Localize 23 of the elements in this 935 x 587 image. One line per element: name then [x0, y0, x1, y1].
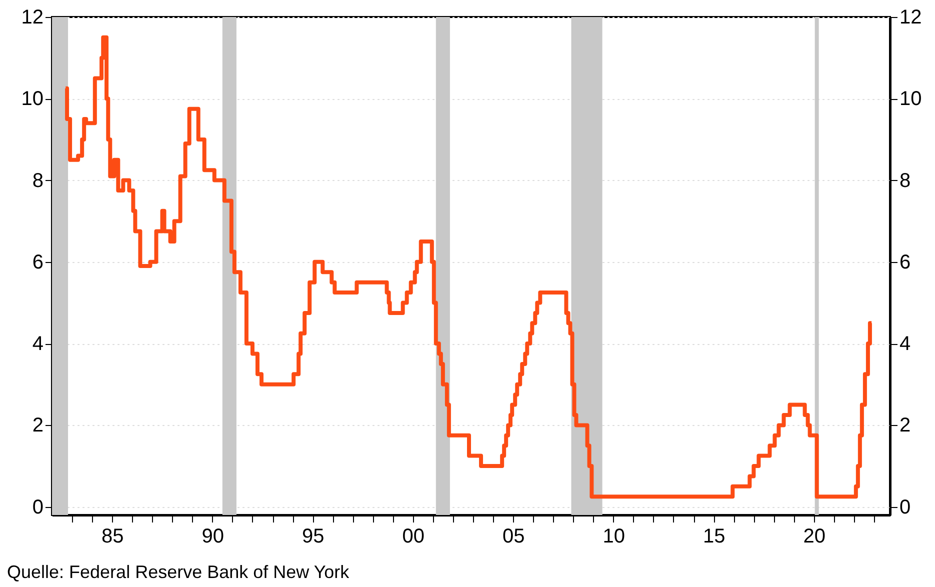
- y2-tick-label: 12: [900, 6, 922, 28]
- y2-tick-label: 8: [900, 170, 911, 192]
- y2-tick-label: 2: [900, 414, 911, 437]
- x-tick-label: 95: [302, 526, 324, 548]
- x-tick-label: 85: [102, 526, 124, 548]
- y-tick-label: 6: [32, 251, 44, 274]
- y-tick-label: 2: [32, 414, 44, 437]
- x-tick-label: 05: [502, 526, 525, 548]
- y-tick-label: 8: [32, 170, 44, 192]
- x-tick-label: 00: [402, 526, 424, 548]
- x-tick-label: 90: [202, 526, 224, 548]
- y2-tick-label: 10: [900, 88, 922, 110]
- y-tick-label: 4: [32, 333, 44, 356]
- y2-tick-label: 6: [900, 251, 911, 274]
- x-tick-label: 10: [602, 526, 625, 548]
- y-tick-label: 10: [21, 88, 44, 110]
- y2-tick-label: 0: [900, 496, 911, 518]
- x-tick-label: 15: [702, 526, 726, 548]
- y-tick-label: 12: [21, 6, 44, 28]
- x-tick-label: 20: [803, 526, 826, 548]
- y-tick-label: 0: [32, 496, 44, 518]
- y2-tick-label: 4: [900, 333, 911, 356]
- source-note: Quelle: Federal Reserve Bank of New York: [7, 562, 350, 582]
